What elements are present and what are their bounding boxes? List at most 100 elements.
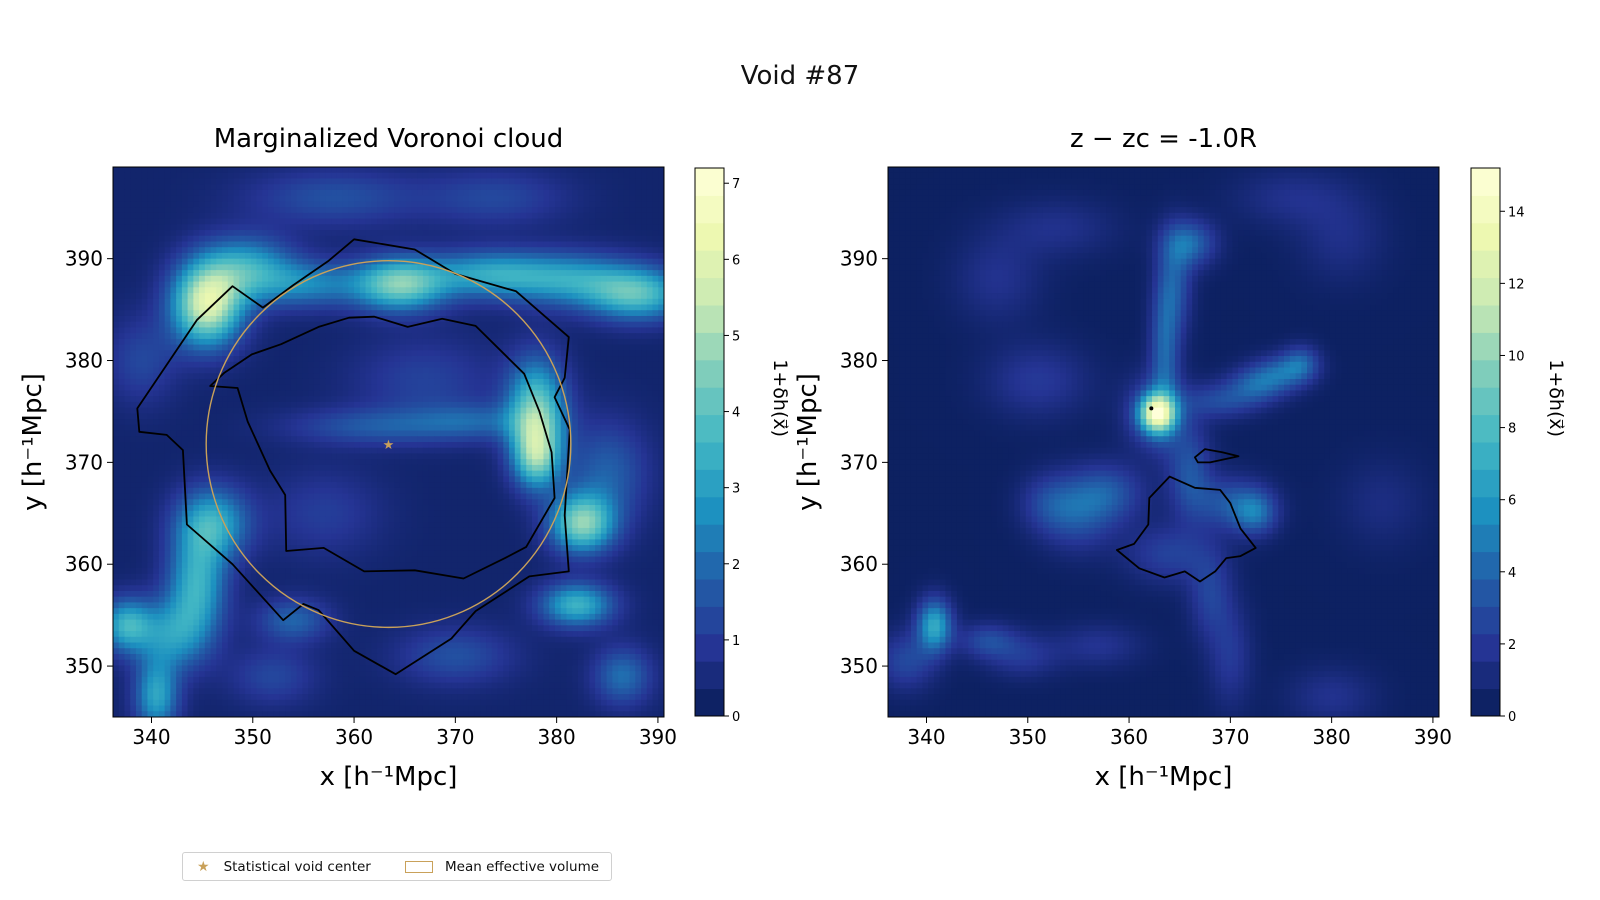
x-tick-label: 370 [436,725,474,749]
y-tick-label: 390 [65,247,103,271]
colorbar-segment [695,332,724,361]
colorbar-segment [1471,222,1500,251]
colorbar-segment [695,414,724,443]
colorbar-segment [1471,332,1500,361]
colorbar-tick-label: 12 [1508,277,1525,292]
y-tick-label: 350 [840,654,878,678]
colorbar-tick-label: 3 [732,482,740,497]
colorbar-segment [1471,524,1500,553]
colorbar-segment [695,442,724,470]
colorbar-segment [695,579,724,607]
colorbar-segment [695,469,724,498]
colorbar-segment [1471,579,1500,607]
axes-frame [887,166,1440,718]
colorbar-tick-label: 7 [732,177,740,192]
colorbar-tick-label: 4 [732,406,740,421]
x-tick-label: 370 [1211,725,1249,749]
colorbar-segment [1471,305,1500,333]
void-contour-1 [209,315,556,580]
colorbar-segment [1471,661,1500,690]
colorbar-tick-label: 10 [1508,349,1525,364]
colorbar-segment [1471,469,1500,498]
y-tick-label: 360 [65,552,103,576]
x-axis-label: x [h⁻¹Mpc] [320,762,458,792]
y-tick-label: 370 [65,450,103,474]
colorbar-segment [1471,688,1500,717]
colorbar-segment [1471,250,1500,279]
colorbar-segment [1471,442,1500,470]
colorbar-segment [695,688,724,717]
x-tick-label: 350 [234,725,272,749]
colorbar-label: 1+δh(x⃗) [769,359,791,437]
x-tick-label: 340 [132,725,170,749]
colorbar-segment [695,250,724,279]
panel-title: z − zc = -1.0R [1070,124,1257,154]
colorbar-segment [1471,414,1500,443]
void-contour-0 [136,238,571,676]
x-axis-label: x [h⁻¹Mpc] [1095,762,1233,792]
colorbar-tick-label: 0 [732,710,740,725]
colorbar-tick-label: 0 [1508,710,1516,725]
colorbar-segment [695,222,724,251]
x-tick-label: 390 [1414,725,1452,749]
y-tick-label: 390 [840,247,878,271]
colorbar-segment [695,305,724,333]
colorbar-tick-label: 5 [732,329,740,344]
legend-item-effective-volume: Mean effective volume [405,853,599,880]
colorbar-segment [1471,359,1500,388]
legend-label-effective-volume: Mean effective volume [445,858,600,875]
colorbar-tick-label: 2 [1508,638,1516,653]
colorbar-segment [1471,551,1500,580]
colorbar-segment [1471,195,1500,224]
colorbar-segment [1471,496,1500,525]
colorbar-segment [695,387,724,416]
colorbar-segment [1471,387,1500,416]
colorbar-tick-label: 1 [732,634,740,649]
colorbar-segment [695,277,724,306]
x-tick-label: 360 [1110,725,1148,749]
x-tick-label: 380 [538,725,576,749]
colorbar-segment [695,633,724,662]
colorbar-segment [695,606,724,635]
axes-frame [112,166,665,718]
colorbar-segment [695,524,724,553]
colorbar-segment [1471,277,1500,306]
y-axis-label: y [h⁻¹Mpc] [18,373,48,511]
star-icon: ★ [197,858,210,875]
colorbar-tick-label: 8 [1508,422,1516,437]
effective-volume-circle [205,260,572,629]
y-tick-label: 360 [840,552,878,576]
colorbar-tick-label: 6 [732,253,740,268]
colorbar-segment [695,359,724,388]
colorbar-label: 1+δh(x⃗) [1545,359,1567,437]
y-axis-label: y [h⁻¹Mpc] [793,373,823,511]
colorbar-segment [1471,168,1500,196]
colorbar-frame [1470,167,1501,717]
colorbar-segment [695,195,724,224]
y-tick-label: 380 [840,349,878,373]
panel-slice: 340 350 360 370 380 390 350 360 370 380 390 z − zc … [793,124,1567,792]
x-tick-label: 380 [1313,725,1351,749]
void-contour-0 [1194,448,1240,464]
colorbar: 0 1 2 3 4 5 6 7 1+δh(x⃗) [694,167,791,725]
y-tick-label: 380 [65,349,103,373]
x-tick-label: 390 [639,725,677,749]
circle-outline-swatch-icon [405,860,433,873]
x-tick-label: 360 [335,725,373,749]
legend-item-void-center: ★ Statistical void center [197,853,371,880]
point-marker [1149,406,1154,411]
panel-voronoi-cloud: ★340 350 360 370 380 390350360370380390Margin… [18,124,791,792]
density-field [888,167,1439,717]
y-tick-label: 370 [840,450,878,474]
colorbar-segment [695,496,724,525]
x-tick-label: 350 [1009,725,1047,749]
colorbar-tick-label: 4 [1508,566,1516,581]
colorbar-segment [695,551,724,580]
panel-title: Marginalized Voronoi cloud [214,124,564,154]
colorbar-tick-label: 6 [1508,494,1516,509]
colorbar-segment [1471,606,1500,635]
colorbar-segment [695,661,724,690]
y-tick-label: 350 [65,654,103,678]
legend: ★ Statistical void center Mean effective… [182,852,612,881]
